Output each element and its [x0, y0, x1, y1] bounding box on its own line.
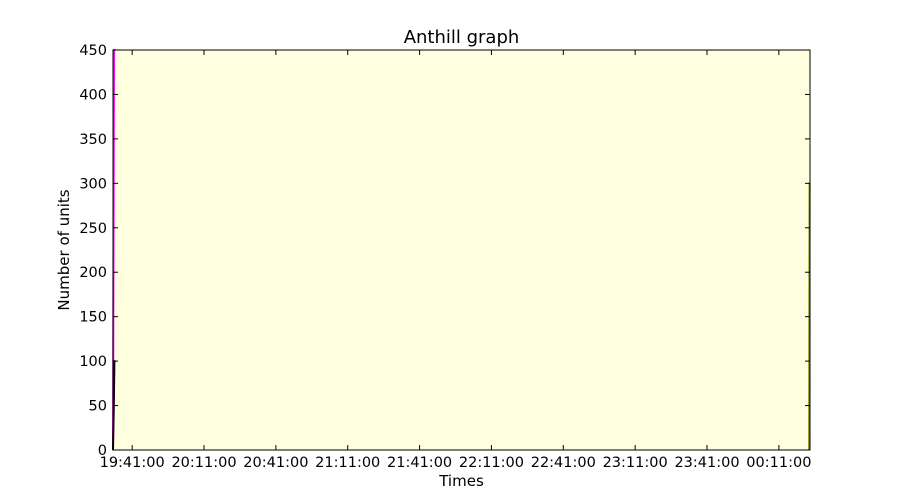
x-tick-label: 23:11:00: [603, 455, 668, 471]
y-tick-label: 0: [98, 443, 107, 459]
y-ticks: 0 50 100 150 200 250 300 350 400 450: [79, 43, 810, 459]
y-axis-label: Number of units: [55, 189, 73, 310]
y-tick-label: 50: [89, 399, 107, 415]
x-tick-label: 20:11:00: [171, 455, 236, 471]
y-tick-label: 300: [79, 176, 107, 192]
x-tick-label: 20:41:00: [243, 455, 308, 471]
x-tick-label: 22:11:00: [459, 455, 524, 471]
y-tick-label: 350: [79, 132, 107, 148]
x-tick-label: 19:41:00: [100, 455, 165, 471]
x-tick-label: 00:11:00: [746, 455, 811, 471]
y-tick-label: 400: [79, 87, 107, 103]
chart-title: Anthill graph: [404, 27, 520, 48]
x-ticks: 19:41:00 20:11:00 20:41:00 21:11:00 21:41:00…: [100, 50, 811, 471]
y-tick-label: 200: [79, 265, 107, 281]
y-tick-label: 250: [79, 221, 107, 237]
x-tick-label: 21:41:00: [387, 455, 452, 471]
x-tick-label: 21:11:00: [315, 455, 380, 471]
y-tick-label: 150: [79, 310, 107, 326]
x-tick-label: 22:41:00: [531, 455, 596, 471]
y-tick-label: 450: [79, 43, 107, 59]
x-tick-label: 23:41:00: [674, 455, 739, 471]
y-tick-label: 100: [79, 354, 107, 370]
x-axis-label: Times: [438, 472, 484, 490]
plot-frame: [112, 49, 811, 451]
plot-background: [113, 50, 810, 450]
